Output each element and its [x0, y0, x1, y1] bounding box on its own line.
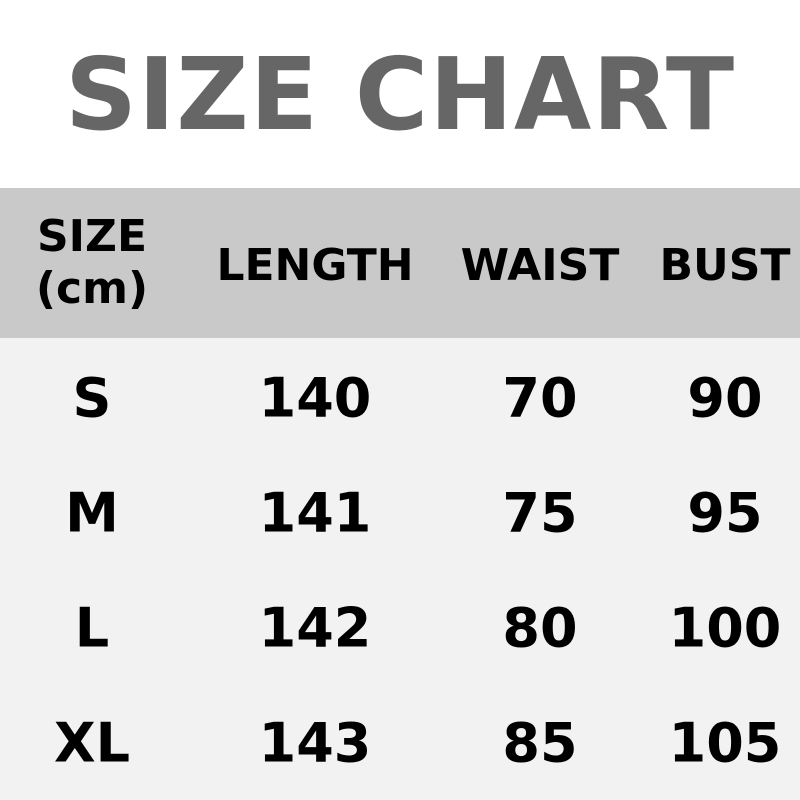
- table-body: S 140 70 90 M 141 75 95 L 142 80 100 XL 143 85 105: [0, 338, 800, 800]
- cell-size: S: [72, 366, 112, 430]
- cell-waist: 75: [502, 481, 578, 545]
- cell-bust: 100: [668, 596, 782, 660]
- cell-bust: 105: [668, 711, 782, 775]
- cell-waist: 85: [502, 711, 578, 775]
- cell-bust: 90: [687, 366, 763, 430]
- header-size: SIZE (cm): [36, 211, 148, 315]
- cell-size: M: [65, 481, 119, 545]
- page-title: SIZE CHART: [64, 35, 736, 153]
- cell-waist: 80: [502, 596, 578, 660]
- header-unit-label: (cm): [35, 263, 149, 314]
- header-size-label: SIZE: [36, 211, 148, 262]
- cell-size: L: [74, 596, 110, 660]
- cell-size: XL: [53, 711, 131, 775]
- cell-bust: 95: [687, 481, 763, 545]
- cell-waist: 70: [502, 366, 578, 430]
- header-length: LENGTH: [216, 240, 414, 291]
- header-waist: WAIST: [460, 240, 620, 291]
- cell-length: 143: [258, 711, 372, 775]
- header-bust: BUST: [659, 240, 791, 291]
- cell-length: 140: [258, 366, 372, 430]
- cell-length: 141: [258, 481, 372, 545]
- table-header: SIZE (cm) LENGTH WAIST BUST: [0, 188, 800, 338]
- cell-length: 142: [258, 596, 372, 660]
